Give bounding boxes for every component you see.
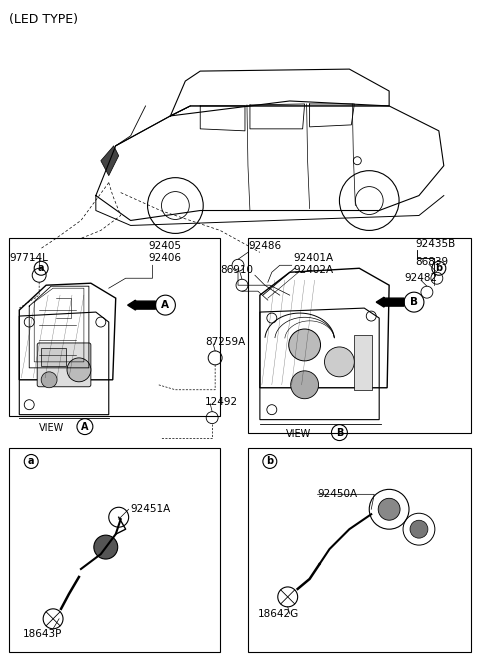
Text: 92402A: 92402A [294, 265, 334, 275]
Text: 92450A: 92450A [318, 489, 358, 499]
Text: 92405: 92405 [148, 241, 181, 251]
Bar [41, 348, 66, 366]
Text: 97714L: 97714L [9, 253, 48, 263]
Text: 92406: 92406 [148, 253, 181, 263]
Text: 92486: 92486 [248, 241, 281, 251]
FancyArrow shape [376, 297, 404, 307]
Text: A: A [161, 300, 169, 310]
Text: a: a [38, 263, 45, 273]
Circle shape [410, 520, 428, 538]
Text: b: b [435, 263, 443, 273]
Bar [9, 448, 220, 652]
Bar [248, 448, 471, 652]
Text: 92482: 92482 [404, 273, 437, 283]
Text: 92401A: 92401A [294, 253, 334, 263]
Text: B: B [410, 297, 418, 307]
Circle shape [288, 329, 321, 361]
Text: 92435B: 92435B [415, 239, 455, 249]
FancyArrow shape [128, 300, 156, 310]
Circle shape [324, 347, 354, 377]
Text: 86839: 86839 [415, 257, 448, 267]
Text: VIEW: VIEW [39, 423, 64, 433]
Polygon shape [101, 146, 119, 176]
Text: 12492: 12492 [205, 397, 239, 407]
Bar [354, 335, 372, 390]
Text: 87259A: 87259A [205, 337, 245, 347]
Bar [248, 238, 471, 432]
Circle shape [67, 358, 91, 382]
Text: (LED TYPE): (LED TYPE) [9, 13, 78, 27]
Text: 18643P: 18643P [23, 628, 62, 639]
Text: 18642G: 18642G [258, 609, 299, 619]
Text: a: a [28, 456, 35, 466]
Text: VIEW: VIEW [286, 429, 311, 439]
Text: 86910: 86910 [220, 265, 253, 275]
Text: B: B [336, 428, 343, 438]
FancyBboxPatch shape [37, 343, 91, 387]
Text: 92451A: 92451A [131, 504, 171, 514]
Circle shape [41, 372, 57, 388]
Circle shape [291, 371, 319, 399]
Text: A: A [81, 422, 89, 432]
Bar [9, 238, 220, 416]
Circle shape [378, 498, 400, 520]
Text: b: b [266, 456, 274, 466]
Circle shape [94, 535, 118, 559]
